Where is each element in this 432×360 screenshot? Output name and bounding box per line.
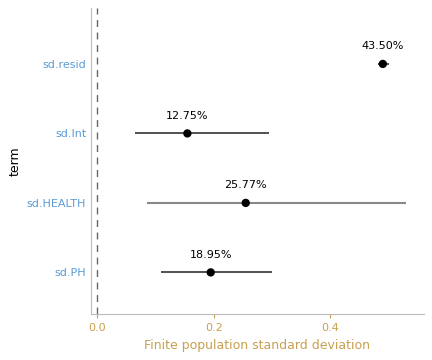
Y-axis label: term: term — [8, 147, 21, 176]
X-axis label: Finite population standard deviation: Finite population standard deviation — [144, 339, 370, 352]
Point — [207, 270, 214, 275]
Text: 12.75%: 12.75% — [166, 111, 209, 121]
Text: 18.95%: 18.95% — [190, 250, 232, 260]
Text: 43.50%: 43.50% — [362, 41, 404, 51]
Text: 25.77%: 25.77% — [224, 180, 267, 190]
Point — [242, 200, 249, 206]
Point — [379, 61, 386, 67]
Point — [184, 131, 191, 136]
